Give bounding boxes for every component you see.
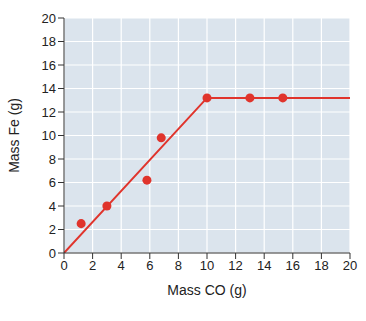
svg-text:2: 2 [49,222,56,237]
svg-text:6: 6 [146,258,153,273]
svg-text:2: 2 [89,258,96,273]
svg-text:4: 4 [49,199,56,214]
svg-text:18: 18 [314,258,328,273]
svg-text:Mass Fe (g): Mass Fe (g) [8,98,22,173]
svg-text:12: 12 [42,105,56,120]
svg-text:8: 8 [49,152,56,167]
svg-text:Mass CO (g): Mass CO (g) [167,282,246,298]
svg-text:18: 18 [42,34,56,49]
svg-text:12: 12 [228,258,242,273]
svg-text:10: 10 [42,128,56,143]
svg-text:20: 20 [343,258,357,273]
svg-text:4: 4 [118,258,125,273]
svg-text:14: 14 [42,81,56,96]
svg-text:14: 14 [257,258,271,273]
svg-text:20: 20 [42,11,56,26]
svg-text:16: 16 [42,58,56,73]
svg-text:0: 0 [60,258,67,273]
svg-text:8: 8 [175,258,182,273]
svg-text:16: 16 [286,258,300,273]
svg-text:6: 6 [49,175,56,190]
svg-text:10: 10 [200,258,214,273]
svg-text:0: 0 [49,246,56,261]
